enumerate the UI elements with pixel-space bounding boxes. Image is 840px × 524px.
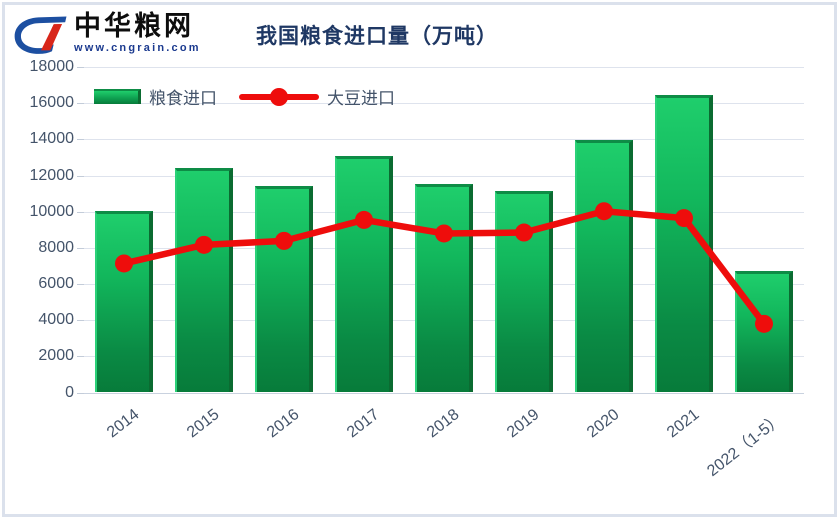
legend-label-soybean: 大豆进口 — [327, 89, 395, 108]
y-tick — [77, 175, 84, 177]
legend-line-dot — [270, 87, 288, 106]
y-tick — [77, 211, 84, 213]
gridline — [84, 175, 804, 177]
chart-title: 我国粮食进口量（万吨） — [256, 24, 498, 48]
bar-2018 — [415, 183, 473, 393]
soybean-point-2017 — [355, 210, 373, 229]
y-tick-label: 18000 — [29, 58, 75, 76]
soybean-point-2018 — [435, 224, 453, 243]
gridline — [84, 103, 804, 105]
y-tick — [77, 247, 84, 249]
y-tick-label: 10000 — [29, 202, 75, 220]
soybean-point-2016 — [275, 231, 293, 250]
gridline — [84, 67, 804, 69]
y-tick-label: 16000 — [29, 94, 75, 112]
y-tick — [77, 284, 84, 286]
bar-2015 — [175, 167, 233, 393]
legend-line-swatch — [239, 87, 319, 107]
y-tick-label: 0 — [65, 383, 74, 401]
gridline — [84, 139, 804, 141]
soybean-point-2021 — [675, 209, 693, 228]
y-tick — [77, 320, 84, 322]
bar-2016 — [255, 185, 313, 393]
y-tick — [77, 139, 84, 141]
bar-2017 — [335, 155, 393, 393]
cngrain-logo-icon — [12, 13, 70, 62]
y-tick — [77, 67, 84, 69]
soybean-point-2014 — [115, 254, 133, 273]
y-tick-label: 6000 — [38, 275, 74, 293]
y-tick-label: 4000 — [38, 311, 74, 329]
soybean-point-2022（1-5） — [755, 314, 773, 333]
y-tick — [77, 392, 84, 394]
logo-brand-text: 中华粮网 — [74, 11, 194, 41]
soybean-point-2019 — [515, 223, 533, 242]
y-tick-label: 12000 — [29, 166, 75, 184]
logo-website-text: www.cngrain.com — [74, 42, 201, 54]
soybean-point-2020 — [595, 202, 613, 221]
y-tick-label: 14000 — [29, 130, 75, 148]
y-tick — [77, 356, 84, 358]
legend: 粮食进口 大豆进口 — [94, 84, 395, 109]
soybean-point-2015 — [195, 235, 213, 254]
bar-2014 — [95, 210, 153, 393]
y-tick — [77, 103, 84, 105]
cngrain-logo: 中华粮网 www.cngrain.com — [12, 13, 201, 62]
x-axis-line — [84, 392, 804, 394]
bar-2020 — [575, 140, 633, 393]
legend-label-grain: 粮食进口 — [149, 89, 217, 108]
y-tick-label: 2000 — [38, 347, 74, 365]
legend-bar-swatch — [94, 89, 141, 104]
y-tick-label: 8000 — [38, 238, 74, 256]
